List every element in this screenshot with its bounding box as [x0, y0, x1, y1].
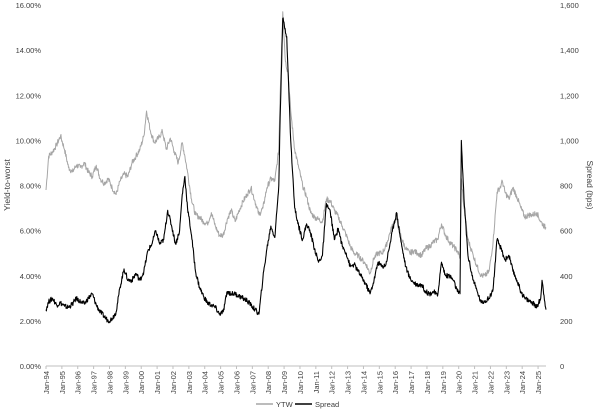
- x-tick-label: Jan-11: [312, 371, 321, 393]
- x-tick-label: Jan-20: [455, 371, 464, 394]
- x-tick-label: Jan-95: [58, 371, 67, 394]
- x-tick-label: Jan-19: [439, 371, 448, 394]
- x-tick-label: Jan-21: [471, 371, 480, 394]
- series-layer: [45, 11, 547, 324]
- y2-tick-label: 1,000: [560, 136, 579, 145]
- x-tick-label: Jan-97: [90, 371, 99, 394]
- x-tick-label: Jan-12: [328, 371, 337, 394]
- x-tick-label: Jan-13: [344, 371, 353, 394]
- y2-tick-label: 600: [560, 227, 573, 236]
- x-tick-label: Jan-09: [280, 371, 289, 394]
- y2-tick-label: 0: [560, 362, 564, 371]
- x-tick-label: Jan-23: [502, 371, 511, 394]
- x-tick-label: Jan-96: [74, 371, 83, 394]
- x-axis: Jan-94 Jan-95 Jan-96 Jan-97 Jan-98 Jan-99 Jan-…: [42, 366, 543, 394]
- x-tick-label: Jan-06: [232, 371, 241, 394]
- y-tick-label: 10.00%: [16, 136, 42, 145]
- y-tick-label: 0.00%: [20, 362, 42, 371]
- legend-label-ytw: YTW: [276, 400, 294, 409]
- x-tick-label: Jan-00: [137, 371, 146, 394]
- y-tick-label: 12.00%: [16, 91, 42, 100]
- y-tick-label: 4.00%: [20, 272, 42, 281]
- y-axis-left: 0.00% 2.00% 4.00% 6.00% 8.00% 10.00% 12.00% 14.…: [16, 1, 42, 371]
- x-tick-label: Jan-94: [42, 371, 51, 394]
- x-tick-label: Jan-15: [375, 371, 384, 394]
- x-tick-label: Jan-17: [407, 371, 416, 394]
- x-tick-label: Jan-10: [296, 371, 305, 394]
- series-line-ytw: [45, 11, 547, 278]
- y-tick-label: 2.00%: [20, 317, 42, 326]
- y-tick-label: 6.00%: [20, 227, 42, 236]
- y-tick-label: 16.00%: [16, 1, 42, 10]
- x-tick-label: Jan-08: [264, 371, 273, 394]
- x-tick-label: Jan-01: [153, 371, 162, 394]
- x-tick-label: Jan-98: [105, 371, 114, 394]
- y2-tick-label: 1,600: [560, 1, 579, 10]
- x-tick-label: Jan-22: [486, 371, 495, 394]
- y-axis-title: Yield-to-worst: [2, 159, 12, 211]
- y2-axis-title: Spread (bps): [585, 160, 594, 209]
- x-tick-label: Jan-24: [518, 371, 527, 394]
- y2-tick-label: 800: [560, 182, 573, 191]
- x-tick-label: Jan-25: [534, 371, 543, 394]
- series-line-spread: [45, 17, 547, 324]
- x-tick-label: Jan-05: [217, 371, 226, 394]
- y-tick-label: 8.00%: [20, 182, 42, 191]
- y2-tick-label: 400: [560, 272, 573, 281]
- y-axis-right: 0 200 400 600 800 1,000 1,200 1,400 1,600: [560, 1, 579, 371]
- y-tick-label: 14.00%: [16, 46, 42, 55]
- x-tick-label: Jan-03: [185, 371, 194, 394]
- legend: YTW Spread: [256, 400, 339, 409]
- x-tick-label: Jan-16: [391, 371, 400, 394]
- x-tick-label: Jan-02: [169, 371, 178, 394]
- y2-tick-label: 200: [560, 317, 573, 326]
- x-tick-label: Jan-07: [248, 371, 257, 394]
- legend-label-spread: Spread: [315, 400, 339, 409]
- y2-tick-label: 1,400: [560, 46, 579, 55]
- y2-tick-label: 1,200: [560, 91, 579, 100]
- x-tick-label: Jan-14: [359, 371, 368, 394]
- x-tick-label: Jan-04: [201, 371, 210, 394]
- x-tick-label: Jan-99: [121, 371, 130, 394]
- x-tick-label: Jan-18: [423, 371, 432, 394]
